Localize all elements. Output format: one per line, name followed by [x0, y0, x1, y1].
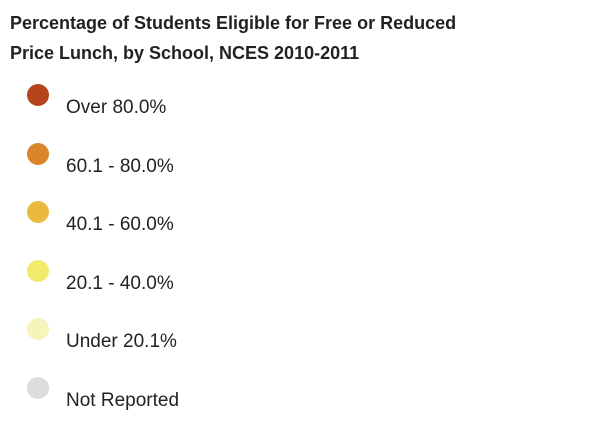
- legend-label: Over 80.0%: [66, 97, 167, 118]
- legend-label: 20.1 - 40.0%: [66, 272, 174, 294]
- legend-item: 20.1 - 40.0%: [0, 259, 595, 318]
- title-line: Percentage of Students Eligible for Free…: [10, 13, 457, 33]
- legend-page: {"legend": { "title_lines": ["Percentage…: [0, 8, 595, 411]
- legend-swatch: [27, 259, 49, 282]
- legend-item: Under 20.1%: [0, 318, 595, 376]
- legend-swatch: [27, 376, 49, 399]
- legend-item: Over 80.0%: [0, 84, 595, 142]
- title-line: Price Lunch, by School, NCES 2010-2011: [10, 43, 360, 63]
- legend-label: Under 20.1%: [66, 331, 177, 352]
- legend-swatch: [27, 84, 49, 106]
- legend-swatch: [27, 318, 49, 340]
- legend-item: 40.1 - 60.0%: [0, 201, 595, 259]
- legend-item: 60.1 - 80.0%: [0, 142, 595, 201]
- legend-label: Not Reported: [66, 389, 180, 411]
- legend-label: 40.1 - 60.0%: [66, 214, 174, 235]
- legend-title: Percentage of Students Eligible for Free…: [10, 8, 456, 68]
- legend-item: Not Reported: [0, 376, 595, 435]
- legend-swatch: [27, 201, 49, 223]
- legend-swatch: [27, 142, 49, 165]
- legend-label: 60.1 - 80.0%: [66, 155, 174, 177]
